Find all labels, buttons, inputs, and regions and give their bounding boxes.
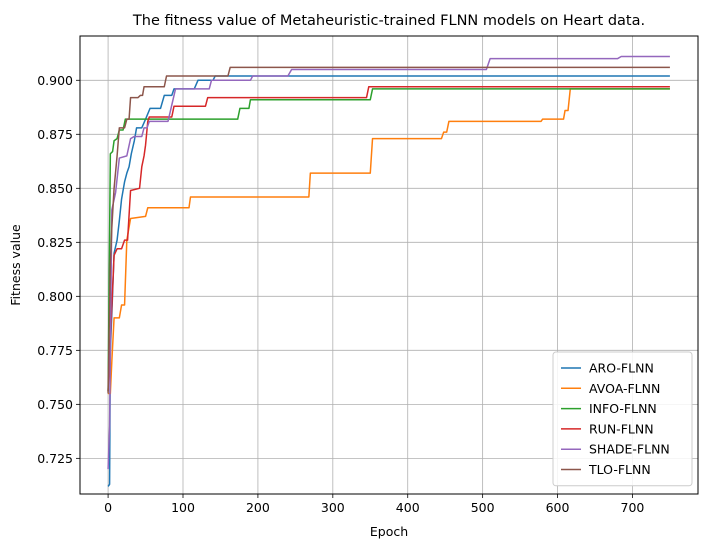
chart-title: The fitness value of Metaheuristic-train… (132, 13, 645, 29)
y-tick-label: 0.850 (37, 181, 73, 196)
x-tick-label: 200 (246, 500, 270, 515)
y-tick-label: 0.800 (37, 289, 73, 304)
y-tick-label: 0.750 (37, 397, 73, 412)
legend-box (552, 351, 693, 487)
x-tick-label: 500 (471, 500, 495, 515)
x-tick-label: 100 (171, 500, 195, 515)
axis-ticks: 0 100 200 300 400 500 600 700 0.725 0.750 0.775 0.8… (37, 73, 644, 515)
legend-label: AVOA-FLNN (589, 381, 660, 396)
y-tick-label: 0.875 (37, 127, 73, 142)
series-line-tlo-flnn (107, 66, 670, 394)
series-line-run-flnn (107, 86, 670, 392)
x-axis-title: Epoch (370, 524, 408, 539)
y-axis-title: Fitness value (8, 224, 23, 306)
series-line-shade-flnn (107, 55, 670, 470)
plot-frame (79, 35, 699, 495)
x-tick-label: 0 (104, 500, 112, 515)
legend: ARO-FLNN AVOA-FLNN INFO-FLNN RUN-FLNN SHADE-… (552, 351, 693, 487)
x-tick-label: 600 (546, 500, 570, 515)
legend-label: INFO-FLNN (589, 401, 657, 416)
legend-label: ARO-FLNN (589, 361, 654, 376)
legend-label: SHADE-FLNN (589, 442, 670, 457)
plot-series (107, 55, 670, 487)
y-tick-label: 0.900 (37, 73, 73, 88)
series-line-info-flnn (107, 88, 670, 392)
y-tick-label: 0.775 (37, 343, 73, 358)
legend-label: RUN-FLNN (589, 421, 654, 436)
series-line-avoa-flnn (108, 88, 670, 395)
x-tick-label: 300 (321, 500, 345, 515)
x-tick-label: 400 (396, 500, 420, 515)
x-tick-label: 700 (621, 500, 645, 515)
y-tick-label: 0.825 (37, 235, 73, 250)
y-tick-label: 0.725 (37, 451, 73, 466)
legend-label: TLO-FLNN (588, 462, 651, 477)
